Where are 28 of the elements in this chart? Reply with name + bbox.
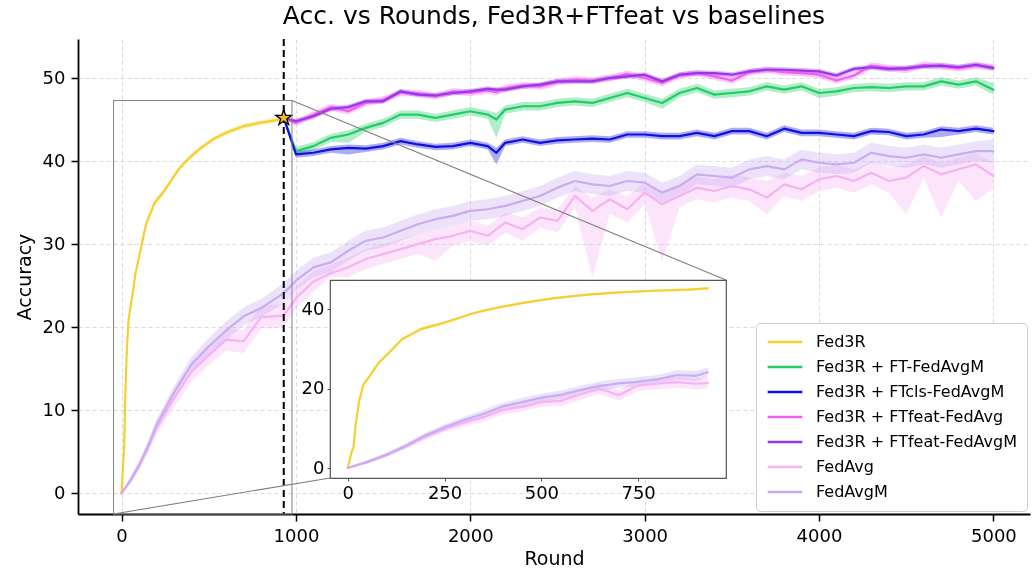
y-tick-label: 40	[301, 297, 325, 319]
x-tick-label: 500	[524, 481, 560, 503]
legend-label: FedAvgM	[816, 482, 888, 501]
y-tick-label: 50	[42, 66, 66, 88]
x-tick-label: 1000	[273, 524, 320, 546]
legend-label: Fed3R + FTfeat-FedAvg	[816, 407, 1004, 426]
y-axis-title: Accuracy	[12, 233, 35, 321]
legend-label: Fed3R	[816, 332, 866, 351]
y-tick-label: 30	[42, 232, 66, 254]
x-tick-label: 0	[342, 481, 355, 503]
legend-label: Fed3R + FTfeat-FedAvgM	[816, 432, 1017, 451]
x-tick-label: 2000	[447, 524, 494, 546]
y-tick-label: 40	[42, 149, 66, 171]
chart-title: Acc. vs Rounds, Fed3R+FTfeat vs baselines	[282, 1, 826, 30]
x-tick-label: 250	[427, 481, 463, 503]
x-axis-title: Round	[524, 546, 585, 569]
legend-label: FedAvg	[816, 457, 874, 476]
x-tick-label: 0	[116, 524, 128, 546]
legend-label: Fed3R + FTcls-FedAvgM	[816, 382, 1005, 401]
y-tick-label: 10	[42, 398, 66, 420]
x-tick-label: 4000	[796, 524, 843, 546]
y-tick-label: 0	[313, 456, 325, 478]
y-tick-label: 20	[301, 377, 325, 399]
y-tick-label: 20	[42, 315, 66, 337]
x-tick-label: 3000	[622, 524, 669, 546]
x-tick-label: 5000	[970, 524, 1017, 546]
legend-label: Fed3R + FT-FedAvgM	[816, 357, 984, 376]
x-tick-label: 750	[621, 481, 656, 503]
